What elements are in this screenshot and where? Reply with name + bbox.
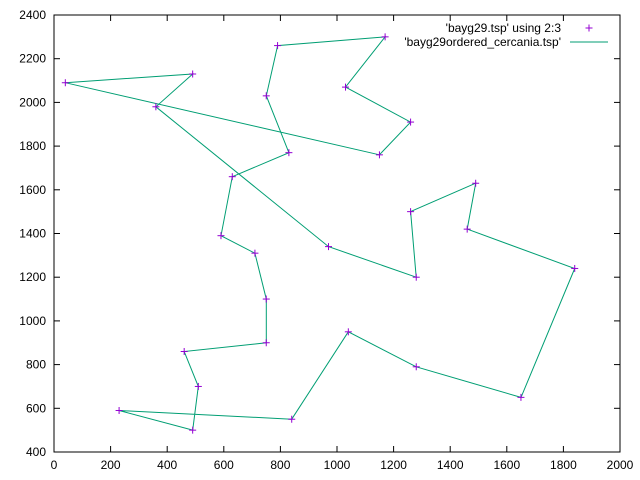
y-tick-label: 1000 bbox=[19, 314, 46, 328]
city-point bbox=[115, 406, 123, 414]
city-point bbox=[381, 33, 389, 41]
city-point bbox=[262, 339, 270, 347]
tour-line bbox=[65, 36, 576, 431]
y-tick-label: 1200 bbox=[19, 270, 46, 284]
city-point bbox=[407, 118, 415, 126]
x-tick-label: 800 bbox=[270, 458, 290, 472]
y-tick-label: 2000 bbox=[19, 95, 46, 109]
y-tick-label: 1800 bbox=[19, 139, 46, 153]
city-point bbox=[61, 79, 69, 87]
x-tick-label: 1200 bbox=[380, 458, 407, 472]
x-tick-label: 1400 bbox=[437, 458, 464, 472]
y-tick-label: 800 bbox=[26, 358, 46, 372]
x-tick-label: 200 bbox=[101, 458, 121, 472]
legend-sample-points bbox=[585, 24, 593, 32]
axis-ticks bbox=[53, 14, 621, 453]
city-point bbox=[285, 149, 293, 157]
city-point bbox=[463, 225, 471, 233]
city-point bbox=[325, 243, 333, 251]
city-point bbox=[194, 382, 202, 390]
plot-data bbox=[61, 33, 579, 434]
legend: 'bayg29.tsp' using 2:3 'bayg29ordered_ce… bbox=[404, 21, 608, 49]
city-point bbox=[274, 42, 282, 50]
y-tick-label: 1400 bbox=[19, 227, 46, 241]
city-point bbox=[517, 393, 525, 401]
y-tick-label: 600 bbox=[26, 401, 46, 415]
x-tick-label: 600 bbox=[214, 458, 234, 472]
plot-frame bbox=[53, 14, 621, 453]
legend-label-points: 'bayg29.tsp' using 2:3 bbox=[446, 21, 562, 35]
city-point bbox=[288, 415, 296, 423]
city-point bbox=[228, 173, 236, 181]
axis-tick-labels: 0 200 400 600 800 1000 1200 1400 1600 1800 2000 400… bbox=[19, 8, 633, 472]
city-point bbox=[189, 426, 197, 434]
x-tick-label: 1000 bbox=[324, 458, 351, 472]
y-tick-label: 1600 bbox=[19, 183, 46, 197]
city-point bbox=[180, 347, 188, 355]
y-tick-label: 400 bbox=[26, 445, 46, 459]
city-point bbox=[251, 249, 259, 257]
x-tick-label: 2000 bbox=[607, 458, 634, 472]
y-tick-label: 2400 bbox=[19, 8, 46, 22]
city-point bbox=[571, 264, 579, 272]
city-point bbox=[189, 70, 197, 78]
x-tick-label: 1800 bbox=[550, 458, 577, 472]
x-tick-label: 1600 bbox=[493, 458, 520, 472]
city-point bbox=[344, 328, 352, 336]
city-point bbox=[217, 232, 225, 240]
city-point bbox=[375, 151, 383, 159]
x-tick-label: 0 bbox=[51, 458, 58, 472]
legend-label-line: 'bayg29ordered_cercania.tsp' bbox=[404, 35, 561, 49]
city-point bbox=[472, 179, 480, 187]
x-tick-label: 400 bbox=[157, 458, 177, 472]
city-point bbox=[412, 363, 420, 371]
city-point bbox=[152, 103, 160, 111]
city-point bbox=[262, 295, 270, 303]
city-point bbox=[341, 83, 349, 91]
city-point bbox=[262, 92, 270, 100]
city-point bbox=[407, 208, 415, 216]
city-point bbox=[412, 273, 420, 281]
y-tick-label: 2200 bbox=[19, 52, 46, 66]
